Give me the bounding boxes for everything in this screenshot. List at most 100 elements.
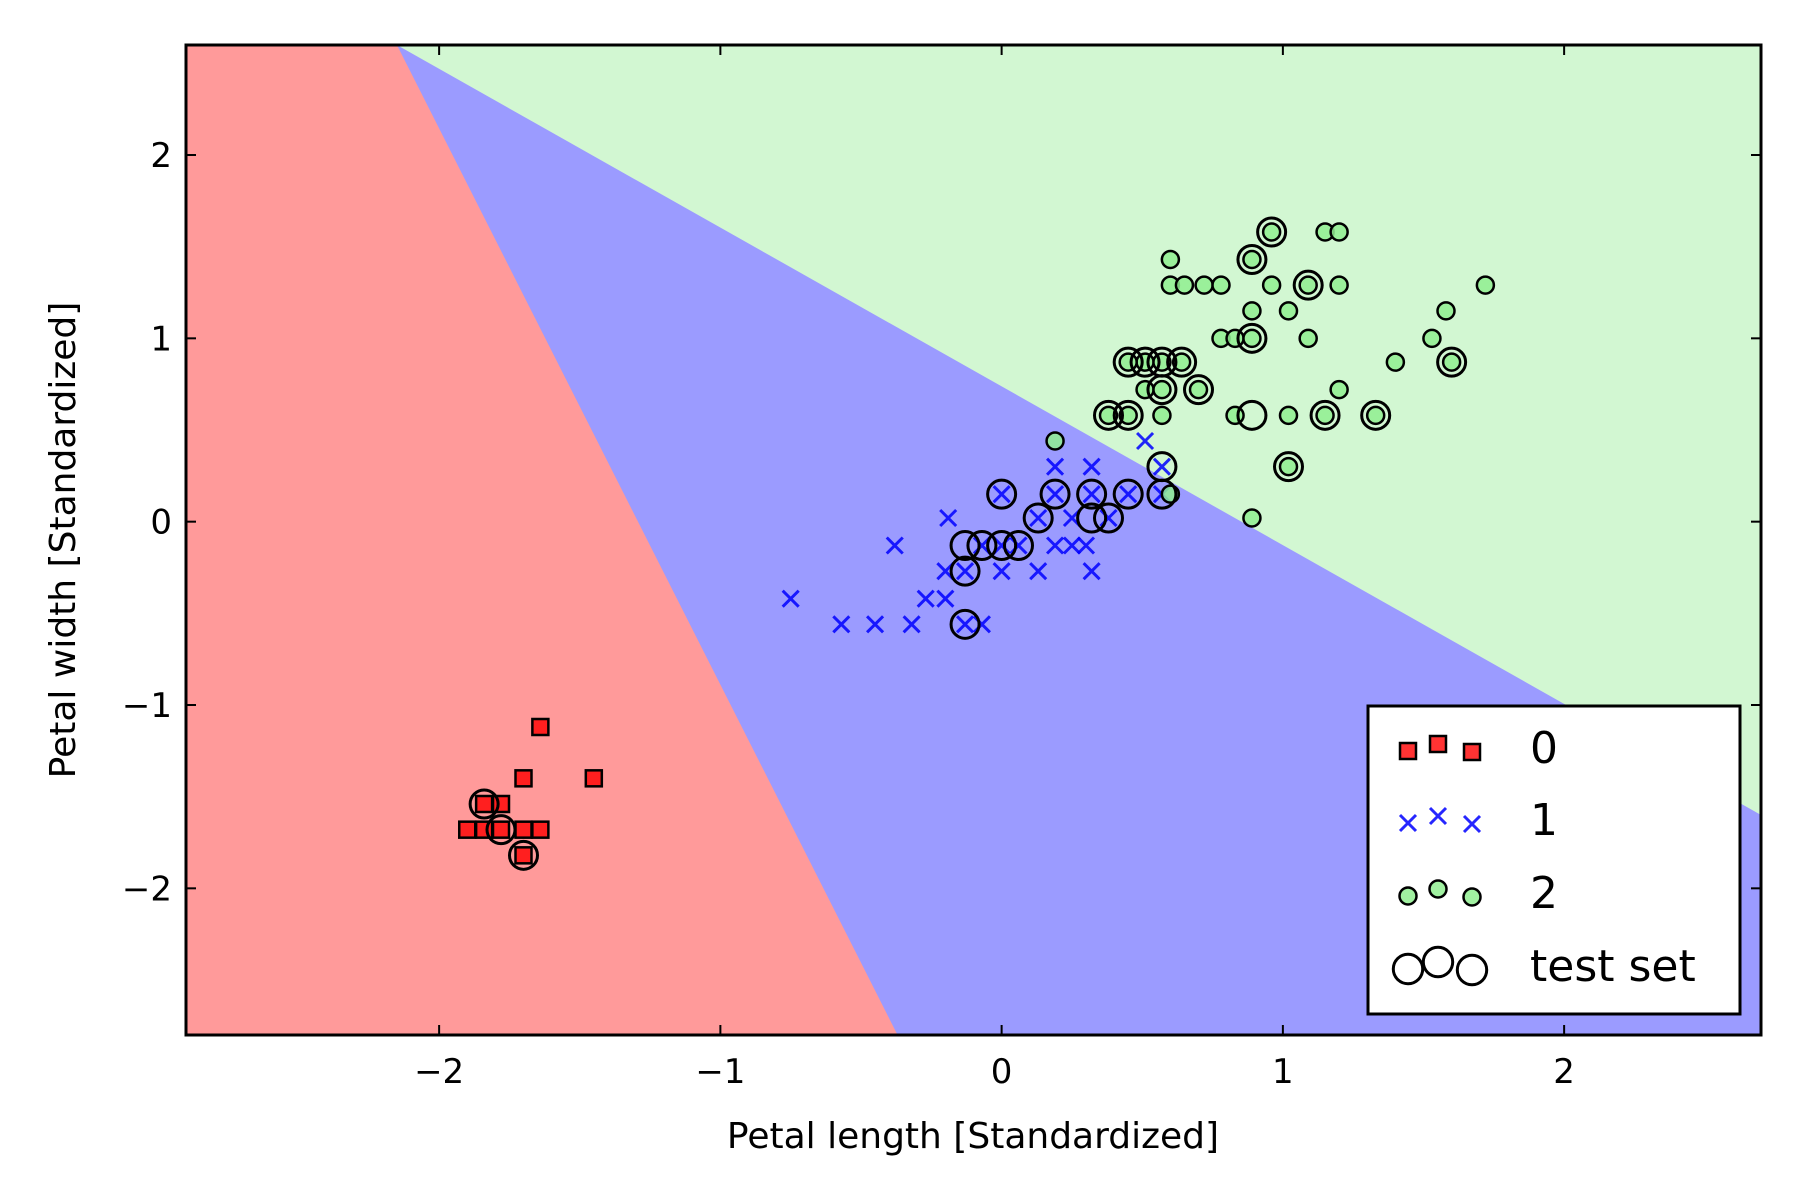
- point-series-3: [1256, 216, 1288, 248]
- point-series-3: [986, 530, 1018, 561]
- point-series-1: [1082, 457, 1101, 476]
- point-series-1: [1152, 457, 1172, 476]
- point-series-2: [1315, 405, 1335, 426]
- point-series-2: [1152, 379, 1172, 400]
- legend-marker-1: [1398, 813, 1418, 833]
- point-series-2: [1152, 405, 1172, 426]
- y-tick-label: −1: [122, 686, 172, 726]
- point-series-2: [1194, 275, 1214, 295]
- point-series-2: [1225, 405, 1245, 426]
- point-series-2: [1329, 275, 1349, 295]
- point-series-0: [531, 717, 550, 737]
- point-series-1: [1045, 536, 1065, 555]
- x-tick-label: −2: [414, 1052, 464, 1092]
- point-series-1: [1045, 457, 1065, 476]
- point-series-2: [1118, 405, 1138, 426]
- point-series-3: [1236, 244, 1268, 275]
- point-series-3: [1146, 374, 1178, 406]
- legend-marker-0: [1462, 742, 1482, 762]
- point-series-2: [1385, 352, 1406, 372]
- point-series-3: [1146, 451, 1178, 483]
- point-series-3: [949, 555, 981, 587]
- point-series-2: [1329, 379, 1349, 400]
- point-series-1: [885, 536, 904, 555]
- point-series-2: [1441, 352, 1462, 372]
- legend-marker-2: [1398, 886, 1418, 906]
- point-series-2: [1171, 352, 1192, 372]
- point-series-1: [956, 615, 975, 634]
- data-points: [458, 216, 1496, 871]
- y-tick-label: 1: [150, 319, 172, 359]
- point-series-3: [1022, 502, 1054, 534]
- y-tick-label: 0: [150, 503, 172, 543]
- point-series-3: [1166, 346, 1198, 378]
- point-series-1: [866, 615, 885, 634]
- point-series-3: [1076, 502, 1108, 534]
- point-series-2: [1422, 328, 1442, 349]
- point-series-2: [1135, 352, 1155, 372]
- point-series-2: [1242, 508, 1262, 528]
- point-series-2: [1261, 275, 1282, 295]
- point-series-1: [992, 485, 1011, 504]
- point-series-3: [1112, 478, 1144, 510]
- point-series-2: [1365, 405, 1386, 426]
- region-class-2: [396, 45, 1761, 815]
- point-series-3: [966, 530, 998, 561]
- x-tick-label: 2: [1553, 1052, 1575, 1092]
- point-series-3: [1309, 399, 1341, 431]
- y-tick-label: −2: [122, 869, 172, 909]
- point-series-1: [1062, 536, 1082, 555]
- point-series-0: [491, 820, 511, 839]
- point-series-2: [1211, 275, 1231, 295]
- point-series-3: [1093, 399, 1124, 431]
- legend-marker-0: [1428, 734, 1448, 754]
- legend-label-2: 2: [1530, 868, 1558, 919]
- point-series-3: [1360, 399, 1392, 431]
- point-series-3: [1436, 346, 1468, 378]
- point-series-2: [1475, 275, 1496, 295]
- point-series-1: [1029, 508, 1048, 528]
- point-series-2: [1242, 249, 1262, 270]
- point-series-3: [1183, 374, 1214, 406]
- point-series-2: [1242, 328, 1262, 349]
- point-series-1: [939, 508, 958, 528]
- point-series-3: [1112, 346, 1144, 378]
- point-series-3: [1039, 478, 1071, 510]
- point-series-3: [1112, 399, 1144, 431]
- point-series-3: [1076, 478, 1108, 510]
- x-axis-label: Petal length [Standardized]: [727, 1116, 1219, 1157]
- point-series-3: [1129, 346, 1161, 378]
- y-axis-label: Petal width [Standardized]: [43, 302, 84, 779]
- point-series-1: [1135, 431, 1155, 451]
- point-series-3: [1003, 530, 1034, 561]
- point-series-2: [1242, 301, 1262, 321]
- legend-marker-2: [1428, 879, 1448, 899]
- point-series-2: [1118, 352, 1138, 372]
- point-series-2: [1261, 222, 1282, 242]
- point-series-0: [514, 846, 533, 865]
- point-series-1: [992, 562, 1011, 581]
- point-series-3: [468, 788, 500, 820]
- point-series-1: [916, 589, 935, 608]
- legend-label-1: 1: [1530, 795, 1558, 846]
- point-series-1: [832, 615, 851, 634]
- point-series-0: [584, 769, 604, 788]
- point-series-1: [1029, 562, 1048, 581]
- point-series-3: [1093, 502, 1124, 534]
- legend-marker-3: [1421, 945, 1455, 979]
- point-series-3: [1273, 451, 1304, 483]
- plot-frame: [184, 43, 1763, 1037]
- legend-label-3: test set: [1530, 941, 1696, 992]
- legend-label-0: 0: [1530, 723, 1558, 774]
- point-series-1: [1082, 562, 1101, 581]
- legend-frame: [1366, 704, 1742, 1016]
- legend-marker-3: [1455, 953, 1489, 987]
- region-class-0: [186, 45, 898, 1035]
- point-series-2: [1298, 328, 1318, 349]
- point-series-2: [1278, 456, 1299, 477]
- x-tick-label: 1: [1272, 1052, 1294, 1092]
- legend-marker-3: [1391, 952, 1425, 986]
- point-series-3: [1292, 269, 1324, 301]
- legend: 0 1 2 test set: [1366, 704, 1742, 1016]
